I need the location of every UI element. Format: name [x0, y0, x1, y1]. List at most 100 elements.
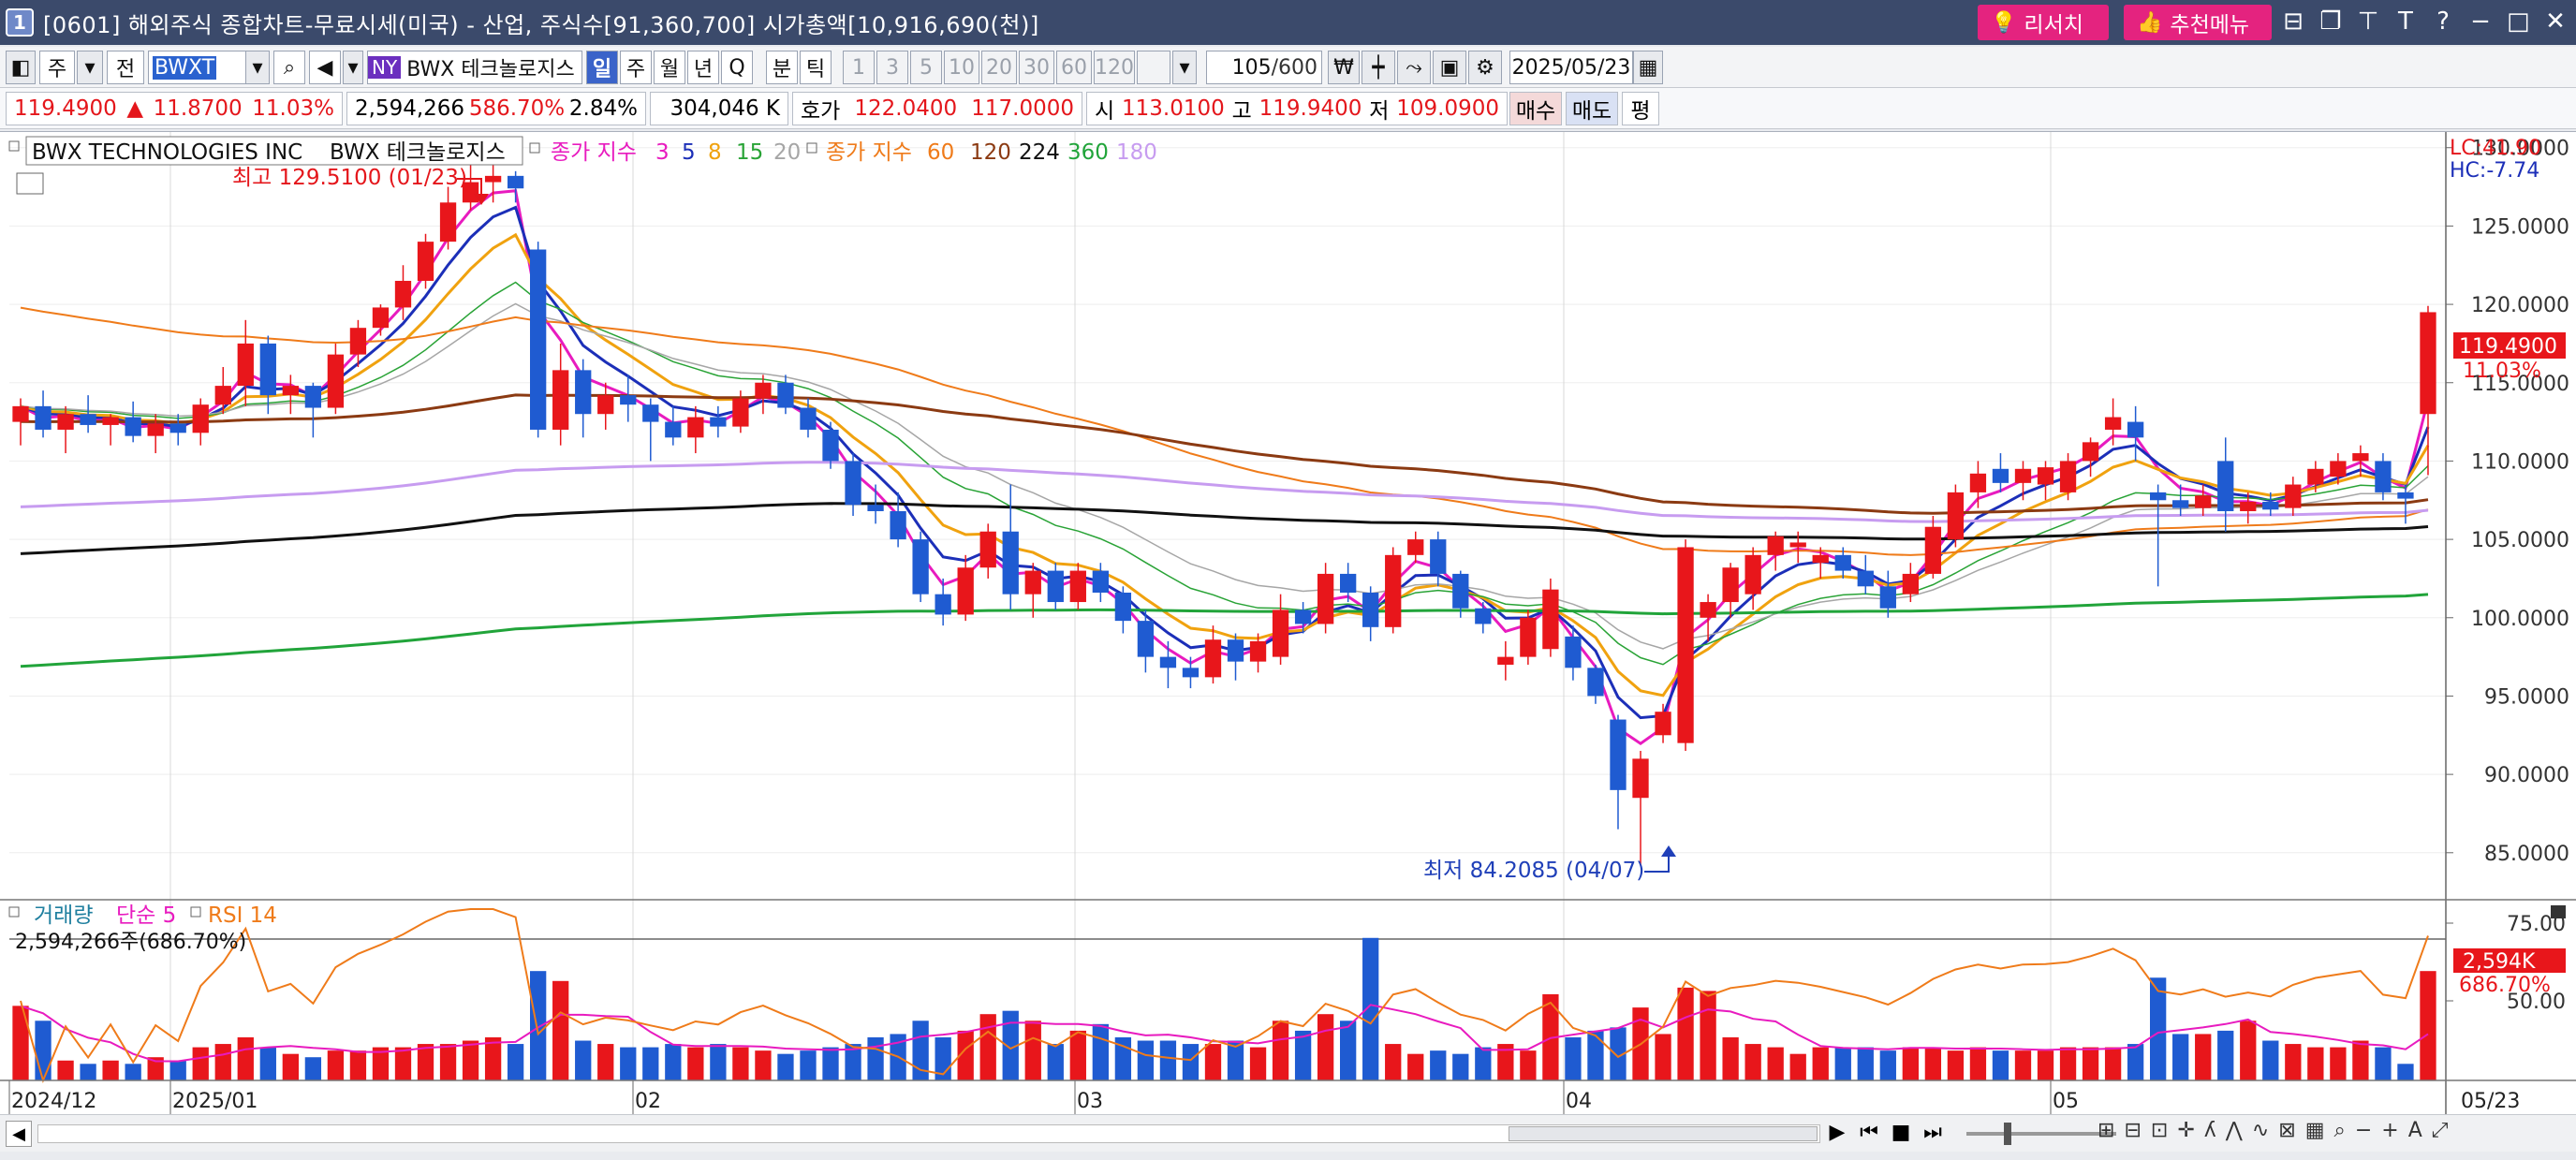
mode-select[interactable]: 주 — [39, 51, 75, 84]
candle-body — [125, 417, 141, 436]
minute-custom-field[interactable] — [1137, 51, 1170, 84]
minute-10[interactable]: 10 — [944, 51, 979, 84]
symbol-dropdown-icon[interactable]: ▾ — [245, 51, 270, 84]
close-icon[interactable]: ✕ — [2545, 7, 2566, 36]
zoom-icon[interactable]: ⌕ — [2333, 1119, 2346, 1142]
rewind-icon[interactable]: ⏮ — [1860, 1121, 1878, 1144]
minute-3[interactable]: 3 — [876, 51, 908, 84]
save-icon[interactable]: ▣ — [1433, 51, 1466, 84]
date-field[interactable]: 2025/05/23 — [1509, 51, 1633, 84]
symbol-input[interactable]: BWXT — [148, 51, 247, 84]
bar-count-field[interactable]: 105 /600 — [1206, 51, 1322, 84]
scroll-thumb[interactable] — [1509, 1126, 1818, 1141]
period-tick-tab[interactable]: 틱 — [800, 51, 832, 84]
volume-bar — [1677, 987, 1694, 1080]
window-number[interactable]: 1 — [6, 8, 34, 37]
cascade-icon[interactable]: ❐ — [2319, 7, 2342, 36]
zoom-slider[interactable] — [1966, 1132, 2116, 1136]
period-minute-tab[interactable]: 분 — [766, 51, 798, 84]
speaker-icon[interactable]: ◀ — [309, 51, 341, 84]
help-icon[interactable]: ? — [2436, 7, 2450, 36]
indicator-icon[interactable]: ʎ — [2203, 1119, 2216, 1142]
search-icon[interactable]: ⌕ — [273, 51, 305, 84]
won-icon[interactable]: ₩ — [1328, 51, 1360, 84]
stock-name-field[interactable]: NY BWX 테크놀로지스 — [367, 51, 582, 84]
minute-120[interactable]: 120 — [1094, 51, 1135, 84]
layout-icon[interactable]: ⊟ — [2283, 7, 2304, 36]
recommend-label: 추천메뉴 — [2170, 13, 2250, 37]
minute-60[interactable]: 60 — [1056, 51, 1092, 84]
volume-bar — [867, 1036, 884, 1080]
speaker-dropdown-icon[interactable]: ▾ — [343, 51, 363, 84]
research-button[interactable]: 💡 리서치 — [1978, 5, 2109, 40]
overlay-icon[interactable]: ⊡ — [2150, 1119, 2169, 1142]
minute-dropdown-icon[interactable]: ▾ — [1172, 51, 1197, 84]
candle-body — [1744, 554, 1761, 595]
pin-icon[interactable]: ⊤ — [2357, 7, 2379, 36]
minute-20[interactable]: 20 — [981, 51, 1017, 84]
candle-body — [1092, 570, 1109, 593]
expand-icon[interactable]: ⤢ — [2431, 1119, 2449, 1142]
next-icon[interactable]: ▶ — [1829, 1121, 1846, 1144]
period-year-tab[interactable]: 년 — [687, 51, 719, 84]
avg-button[interactable]: 평 — [1622, 92, 1659, 125]
gear-icon[interactable]: ⚙ — [1468, 51, 1502, 84]
buy-button[interactable]: 매수 — [1509, 92, 1562, 125]
trend-icon[interactable]: ⤳ — [1397, 51, 1431, 84]
candle-icon[interactable]: ┿ — [1362, 51, 1395, 84]
chart-area[interactable]: 130.0000 125.0000 120.0000 115.0000 110.0000… — [0, 131, 2576, 1115]
font-icon[interactable]: T — [2398, 7, 2413, 36]
stop-icon[interactable]: ■ — [1891, 1121, 1911, 1144]
panel-toggle-icon[interactable]: ◧ — [6, 51, 36, 84]
y-tick-label: 90.0000 — [2484, 764, 2569, 787]
volume-bar — [35, 1021, 52, 1080]
price-chart[interactable]: 130.0000 125.0000 120.0000 115.0000 110.0000… — [0, 132, 2576, 1115]
candle-body — [1924, 526, 1942, 574]
text-tool-icon[interactable]: A — [2407, 1119, 2422, 1142]
hoga-cell: 호가 122.0400 117.0000 — [792, 92, 1082, 125]
calendar-icon[interactable]: ▦ — [1633, 51, 1663, 84]
zoom-slider-handle[interactable] — [2004, 1123, 2011, 1145]
mode-dropdown-icon[interactable]: ▾ — [77, 51, 103, 84]
chart-type-icon[interactable]: ⊞ — [2098, 1119, 2115, 1142]
wave-icon[interactable]: ∿ — [2251, 1119, 2270, 1142]
cross-icon[interactable]: ✛ — [2177, 1119, 2195, 1142]
legend-ema-20: 20 — [773, 140, 801, 165]
candle-body — [1834, 554, 1851, 571]
candle-body — [417, 242, 434, 281]
period-quarter-tab[interactable]: Q — [721, 51, 753, 84]
minute-5[interactable]: 5 — [910, 51, 942, 84]
pattern-icon[interactable]: ⋀ — [2225, 1119, 2243, 1142]
volume-ratio: 586.70% — [468, 96, 566, 121]
candle-body — [552, 370, 569, 430]
scroll-left-icon[interactable]: ◀ — [6, 1121, 32, 1147]
compare-icon[interactable]: ⊠ — [2278, 1119, 2296, 1142]
zoom-in-icon[interactable]: + — [2381, 1119, 2399, 1142]
minute-1[interactable]: 1 — [843, 51, 875, 84]
volume-bar — [1857, 1047, 1874, 1080]
volume-bar — [552, 980, 569, 1080]
period-month-tab[interactable]: 월 — [654, 51, 685, 84]
period-day-tab[interactable]: 일 — [586, 51, 618, 84]
volume-bar — [1992, 1050, 2009, 1080]
maximize-icon[interactable]: □ — [2507, 7, 2530, 36]
low-price: 109.0900 — [1396, 96, 1499, 121]
minimize-icon[interactable]: − — [2470, 7, 2491, 36]
recommend-menu-button[interactable]: 👍 추천메뉴 — [2124, 5, 2272, 40]
volume-ma-label: 단순 5 — [116, 903, 176, 928]
candle-body — [2330, 461, 2347, 477]
period-week-tab[interactable]: 주 — [620, 51, 652, 84]
sell-button[interactable]: 매도 — [1566, 92, 1618, 125]
calc-icon[interactable] — [16, 172, 44, 195]
horizontal-scrollbar[interactable] — [37, 1124, 1820, 1143]
volume-bar — [642, 1047, 659, 1080]
panel-close-icon[interactable] — [2551, 905, 2566, 918]
candle-body — [1137, 621, 1155, 657]
fast-forward-icon[interactable]: ⏭ — [1923, 1121, 1942, 1144]
minute-30[interactable]: 30 — [1019, 51, 1054, 84]
zoom-out-icon[interactable]: − — [2354, 1119, 2373, 1142]
grid-icon[interactable]: ▦ — [2304, 1119, 2325, 1142]
candle-body — [259, 343, 276, 396]
multi-chart-icon[interactable]: ⊟ — [2124, 1119, 2142, 1142]
prev-button[interactable]: 전 — [107, 51, 144, 84]
